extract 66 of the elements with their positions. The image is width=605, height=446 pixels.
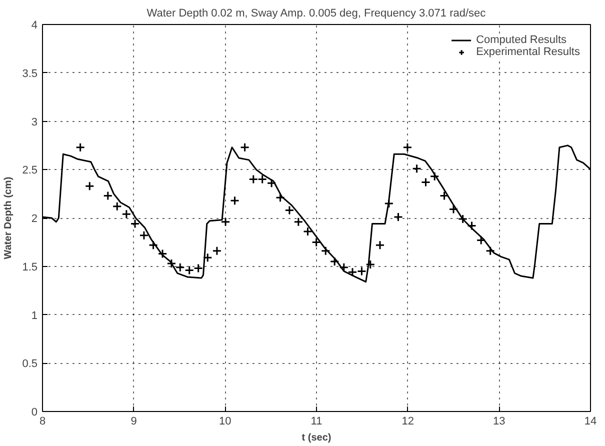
y-tick-label: 0 bbox=[31, 406, 38, 418]
point bbox=[393, 212, 403, 222]
point bbox=[194, 264, 204, 274]
point bbox=[130, 219, 140, 229]
point bbox=[348, 267, 358, 277]
y-tick-label: 4 bbox=[31, 20, 38, 32]
point bbox=[212, 246, 222, 256]
point bbox=[330, 256, 340, 266]
legend-label: Computed Results bbox=[476, 34, 567, 46]
point bbox=[202, 252, 212, 262]
point bbox=[184, 265, 194, 275]
point bbox=[76, 142, 86, 152]
legend-label: Experimental Results bbox=[476, 46, 580, 58]
x-tick-label: 10 bbox=[219, 416, 232, 428]
point bbox=[284, 206, 294, 216]
point bbox=[312, 237, 322, 247]
point bbox=[220, 217, 230, 227]
point bbox=[175, 262, 185, 272]
x-tick-label: 11 bbox=[310, 416, 322, 428]
point bbox=[458, 214, 468, 224]
point bbox=[320, 246, 330, 256]
point bbox=[84, 181, 94, 191]
y-tick-label: 1.5 bbox=[22, 261, 38, 274]
x-tick-label: 14 bbox=[584, 416, 597, 428]
point bbox=[158, 249, 168, 259]
point bbox=[266, 178, 276, 188]
y-tick-label: 3.5 bbox=[22, 68, 38, 80]
point bbox=[440, 190, 450, 200]
y-tick-label: 2 bbox=[31, 213, 38, 225]
y-tick-label: 0.5 bbox=[22, 358, 38, 370]
point bbox=[420, 177, 430, 187]
point bbox=[430, 172, 440, 182]
point bbox=[112, 202, 122, 212]
chart-title: Water Depth 0.02 m, Sway Amp. 0.005 deg, Frequency 3.071 rad/sec bbox=[146, 8, 486, 20]
x-tick-label: 8 bbox=[39, 416, 46, 428]
point bbox=[375, 240, 385, 250]
point bbox=[139, 230, 149, 240]
point bbox=[103, 190, 113, 200]
y-tick-label: 2.5 bbox=[22, 164, 38, 177]
x-tick-label: 9 bbox=[130, 416, 137, 428]
point bbox=[467, 220, 477, 230]
point bbox=[384, 198, 394, 208]
y-tick-label: 1 bbox=[31, 310, 38, 322]
point bbox=[476, 236, 486, 246]
point bbox=[258, 174, 268, 184]
y-axis-title: Water Depth (cm) bbox=[3, 176, 14, 260]
x-tick-label: 13 bbox=[493, 416, 506, 428]
y-tick-label: 3 bbox=[31, 116, 38, 128]
x-tick-label: 12 bbox=[402, 416, 414, 428]
point bbox=[339, 262, 349, 272]
point bbox=[448, 204, 458, 214]
point bbox=[148, 240, 158, 250]
point bbox=[248, 174, 258, 184]
point bbox=[402, 142, 412, 152]
point bbox=[302, 226, 312, 236]
point bbox=[230, 196, 240, 206]
point bbox=[275, 192, 285, 202]
point bbox=[356, 266, 366, 276]
point bbox=[366, 260, 376, 270]
x-axis-title: t (sec) bbox=[302, 432, 332, 444]
point bbox=[240, 142, 250, 152]
point bbox=[166, 258, 176, 268]
point bbox=[412, 164, 422, 174]
point bbox=[486, 246, 496, 256]
point bbox=[294, 217, 304, 227]
point bbox=[122, 209, 132, 219]
